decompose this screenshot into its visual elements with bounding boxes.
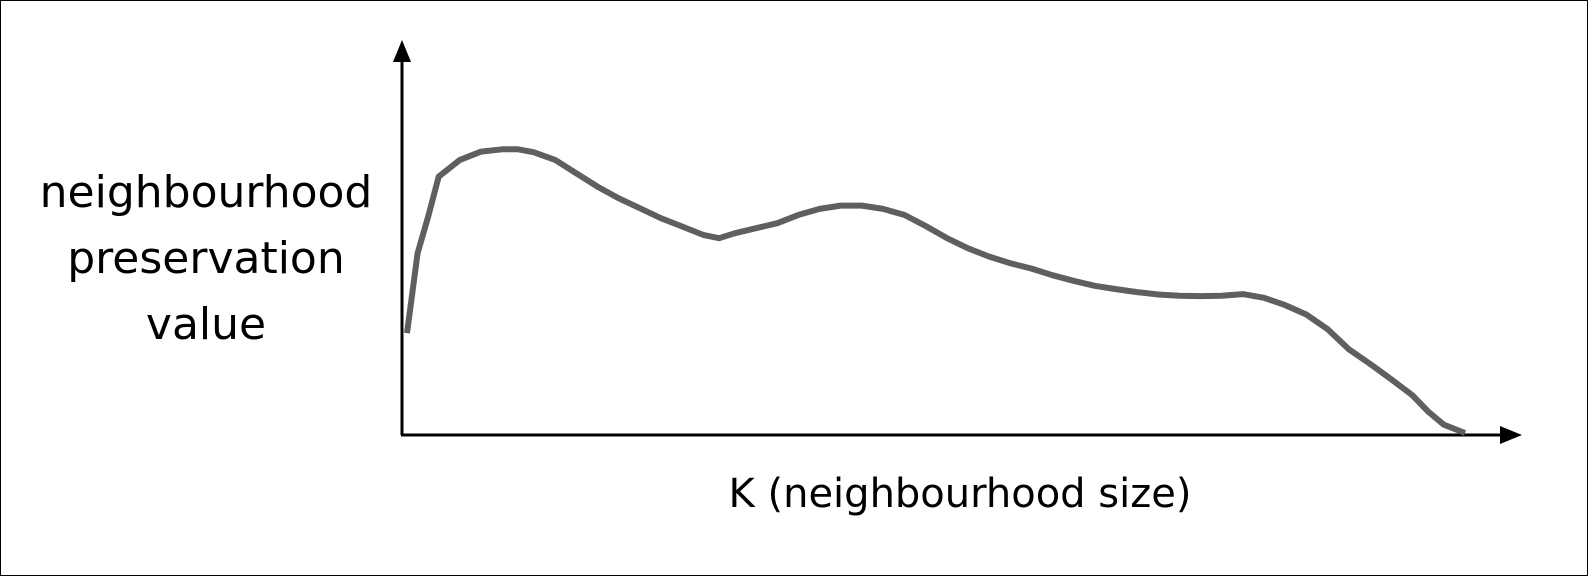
series-layer xyxy=(404,146,1467,436)
y-axis-label-line: preservation xyxy=(67,233,345,284)
series-line xyxy=(404,146,1467,436)
y-axis-label-line: value xyxy=(145,299,267,350)
y-axis-label: neighbourhood preservation value xyxy=(20,160,392,358)
y-axis-label-line: neighbourhood xyxy=(39,167,373,218)
y-axis-arrow xyxy=(393,40,411,62)
x-axis-label: K (neighbourhood size) xyxy=(728,471,1192,517)
x-axis-arrow xyxy=(1500,426,1522,444)
